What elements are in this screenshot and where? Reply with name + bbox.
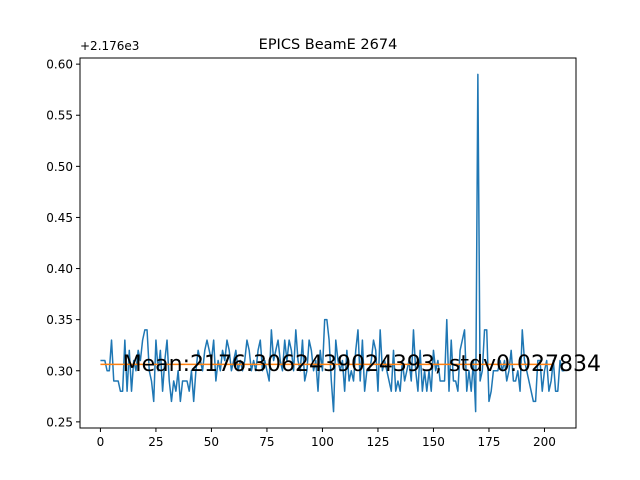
plot-frame <box>79 57 577 429</box>
series-line-1 <box>100 73 565 413</box>
y-tick-label: 0.30 <box>46 364 73 378</box>
x-tick-label: 75 <box>259 435 274 449</box>
y-tick-label: 0.40 <box>46 262 73 276</box>
y-tick-label: 0.60 <box>46 58 73 72</box>
x-tick-label: 200 <box>533 435 556 449</box>
x-tick-label: 25 <box>148 435 163 449</box>
y-tick-label: 0.25 <box>46 415 73 429</box>
x-tick-label: 175 <box>478 435 501 449</box>
y-offset-label: +2.176e3 <box>80 39 139 53</box>
y-tick-label: 0.50 <box>46 160 73 174</box>
x-tick-label: 125 <box>367 435 390 449</box>
y-tick-label: 0.35 <box>46 313 73 327</box>
y-tick-label: 0.45 <box>46 211 73 225</box>
y-tick-label: 0.55 <box>46 109 73 123</box>
x-tick-label: 100 <box>311 435 334 449</box>
x-tick-label: 0 <box>97 435 105 449</box>
x-tick-label: 150 <box>422 435 445 449</box>
x-tick-label: 50 <box>204 435 219 449</box>
stats-annotation: Mean:2176.3062439024393, stdv0.027834 <box>123 352 601 377</box>
plot-series <box>100 73 565 413</box>
chart-title: EPICS BeamE 2674 <box>259 37 398 53</box>
axes: 0 25 50 75 100 125 150 175 200 0.25 0.30 0.35 0.40 0.… <box>46 58 556 449</box>
